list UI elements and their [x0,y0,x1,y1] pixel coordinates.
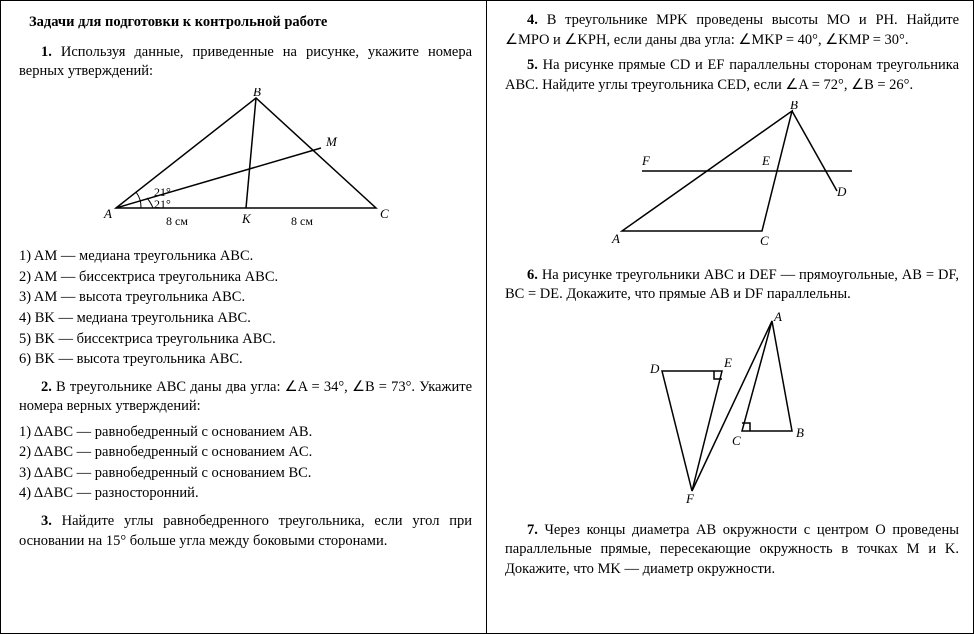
opt-1-3: 3) AM — высота треугольника ABC. [19,288,472,308]
svg-text:F: F [685,491,695,506]
svg-text:D: D [649,361,660,376]
left-column: Задачи для подготовки к контрольной рабо… [1,1,487,633]
svg-text:C: C [380,206,389,221]
svg-text:E: E [761,153,770,168]
problem-1: 1. Используя данные, приведенные на рису… [19,43,472,82]
num-1: 1. [41,44,52,60]
text-1: Используя данные, приведенные на рисунке… [19,44,472,80]
right-column: 4. В треугольнике MPK проведены высоты M… [487,1,973,633]
svg-text:B: B [796,425,804,440]
svg-text:A: A [103,206,112,221]
opt-2-3: 3) ΔABC — равнобедренный с основанием BC… [19,464,472,484]
opt-1-5: 5) BK — биссектриса треугольника ABC. [19,330,472,350]
svg-text:C: C [760,233,769,248]
problem-3: 3. Найдите углы равнобедренного треуголь… [19,512,472,551]
problem-4: 4. В треугольнике MPK проведены высоты M… [505,11,959,50]
page: Задачи для подготовки к контрольной рабо… [0,0,974,634]
num-6: 6. [527,267,538,283]
problem-5: 5. На рисунке прямые CD и EF параллельны… [505,56,959,95]
svg-text:C: C [732,433,741,448]
svg-text:B: B [790,101,798,112]
svg-text:K: K [241,211,252,226]
problem-7: 7. Через концы диаметра AB окружности с … [505,521,959,580]
text-7: Через концы диаметра AB окружности с цен… [505,522,959,577]
num-2: 2. [41,379,52,395]
opt-2-1: 1) ΔABC — равнобедренный с основанием AB… [19,423,472,443]
problem-6: 6. На рисунке треугольники ABC и DEF — п… [505,266,959,305]
svg-text:E: E [723,355,732,370]
figure-5: A B C D E F [505,101,959,258]
svg-text:A: A [773,311,782,324]
svg-text:F: F [641,153,651,168]
svg-text:8 см: 8 см [166,214,188,228]
opt-1-4: 4) BK — медиана треугольника ABC. [19,309,472,329]
svg-text:M: M [325,134,338,149]
svg-text:8 см: 8 см [291,214,313,228]
opt-1-6: 6) BK — высота треугольника ABC. [19,350,472,370]
text-6: На рисунке треугольники ABC и DEF — прям… [505,267,959,303]
opt-1-2: 2) AM — биссектриса треугольника ABC. [19,268,472,288]
text-2: В треугольнике ABC даны два угла: ∠A = 3… [19,379,472,415]
heading: Задачи для подготовки к контрольной рабо… [29,13,472,33]
options-2: 1) ΔABC — равнобедренный с основанием AB… [19,423,472,504]
opt-1-1: 1) AM — медиана треугольника ABC. [19,247,472,267]
opt-2-4: 4) ΔABC — разносторонний. [19,484,472,504]
figure-1: A B C K M 21° 21° 8 см 8 см [19,88,472,240]
figure-6: A B C D E F [505,311,959,513]
num-7: 7. [527,522,538,538]
problem-2: 2. В треугольнике ABC даны два угла: ∠A … [19,378,472,417]
svg-text:A: A [611,231,620,246]
text-3: Найдите углы равнобедренного треугольник… [19,513,472,549]
num-3: 3. [41,513,52,529]
svg-text:B: B [253,88,261,99]
svg-text:D: D [836,184,847,199]
text-4: В треугольнике MPK проведены высоты MO и… [505,12,959,48]
opt-2-2: 2) ΔABC — равнобедренный с основанием AC… [19,443,472,463]
num-4: 4. [527,12,538,28]
text-5: На рисунке прямые CD и EF параллельны ст… [505,57,959,93]
options-1: 1) AM — медиана треугольника ABC. 2) AM … [19,247,472,369]
num-5: 5. [527,57,538,73]
svg-text:21°: 21° [154,197,171,211]
